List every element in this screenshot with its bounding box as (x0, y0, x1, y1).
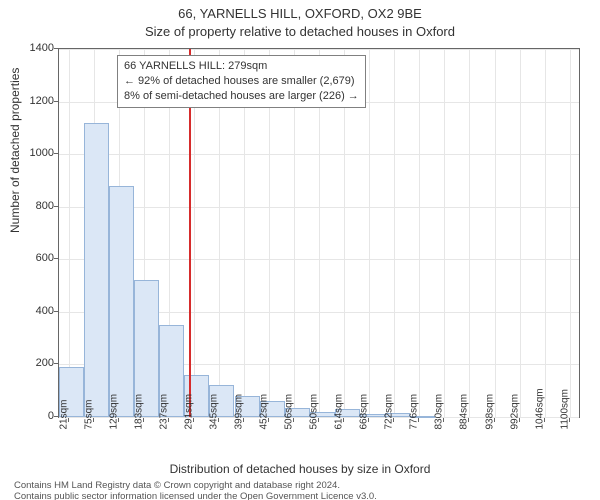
gridline-vertical (419, 49, 420, 417)
gridline-vertical (545, 49, 546, 417)
y-tick-label: 600 (14, 252, 54, 264)
y-tick-mark (54, 48, 58, 49)
gridline-horizontal (59, 259, 579, 260)
footer-copyright-1: Contains HM Land Registry data © Crown c… (14, 480, 586, 491)
chart-title-subtitle: Size of property relative to detached ho… (0, 24, 600, 39)
y-tick-label: 1200 (14, 95, 54, 107)
chart-title-address: 66, YARNELLS HILL, OXFORD, OX2 9BE (0, 6, 600, 21)
y-tick-mark (54, 363, 58, 364)
annotation-line: ← 92% of detached houses are smaller (2,… (124, 74, 359, 89)
annotation-box: 66 YARNELLS HILL: 279sqm← 92% of detache… (117, 55, 366, 108)
y-tick-label: 200 (14, 357, 54, 369)
gridline-vertical (520, 49, 521, 417)
y-tick-label: 400 (14, 305, 54, 317)
y-tick-label: 800 (14, 200, 54, 212)
chart-plot-area: 66 YARNELLS HILL: 279sqm← 92% of detache… (58, 48, 580, 418)
gridline-horizontal (59, 154, 579, 155)
y-tick-mark (54, 311, 58, 312)
x-axis-label: Distribution of detached houses by size … (0, 462, 600, 476)
gridline-horizontal (59, 49, 579, 50)
y-tick-mark (54, 416, 58, 417)
y-tick-label: 1000 (14, 147, 54, 159)
y-tick-label: 0 (14, 410, 54, 422)
y-tick-mark (54, 206, 58, 207)
annotation-line: 8% of semi-detached houses are larger (2… (124, 89, 359, 104)
footer-copyright-2: Contains public sector information licen… (14, 491, 586, 500)
annotation-line: 66 YARNELLS HILL: 279sqm (124, 59, 359, 74)
gridline-vertical (444, 49, 445, 417)
gridline-vertical (570, 49, 571, 417)
histogram-bar (109, 186, 134, 417)
gridline-vertical (69, 49, 70, 417)
gridline-vertical (369, 49, 370, 417)
y-tick-mark (54, 258, 58, 259)
y-tick-mark (54, 101, 58, 102)
y-tick-mark (54, 153, 58, 154)
y-tick-label: 1400 (14, 42, 54, 54)
gridline-vertical (469, 49, 470, 417)
gridline-vertical (394, 49, 395, 417)
histogram-bar (84, 123, 109, 417)
gridline-horizontal (59, 207, 579, 208)
gridline-vertical (495, 49, 496, 417)
